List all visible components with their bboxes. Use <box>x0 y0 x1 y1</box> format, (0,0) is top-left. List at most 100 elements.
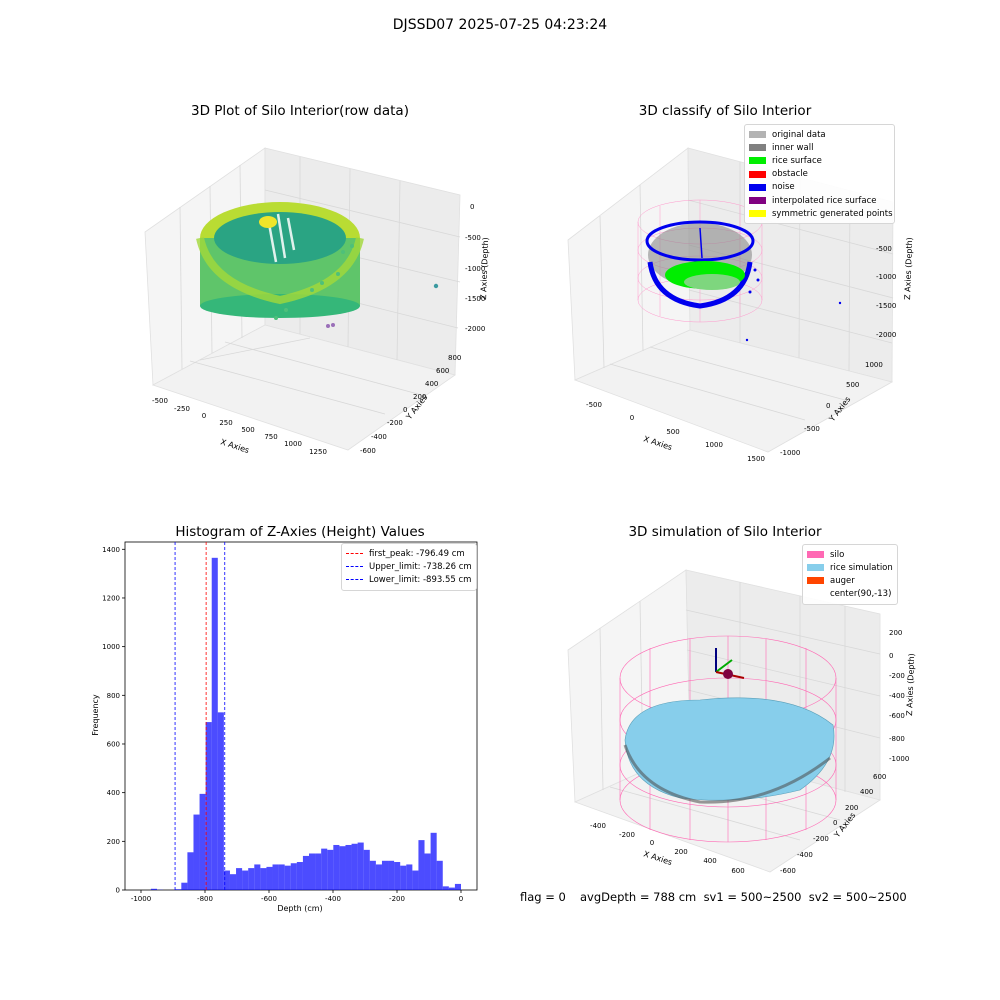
histogram-bar <box>369 860 376 890</box>
y-tick-label: 200 <box>107 838 120 846</box>
histogram-y-label: Frequency <box>91 694 100 736</box>
svg-text:1000: 1000 <box>284 440 302 448</box>
histogram-bar <box>430 832 437 890</box>
histogram-bar <box>375 864 382 890</box>
svg-text:-200: -200 <box>387 419 403 427</box>
histogram-bar <box>193 814 200 890</box>
simulation-z-label: Z Axies (Depth) <box>905 653 916 716</box>
histogram-frame <box>124 541 478 891</box>
svg-text:1250: 1250 <box>309 448 327 456</box>
legend-item: original data <box>749 128 889 141</box>
legend-swatch <box>749 170 766 178</box>
legend-item: rice surface <box>749 154 889 167</box>
classify-x-label: X Axies <box>642 434 673 452</box>
histogram-bar <box>248 868 255 890</box>
svg-text:-1000: -1000 <box>465 265 485 273</box>
svg-text:0: 0 <box>826 402 830 410</box>
svg-text:400: 400 <box>703 857 716 865</box>
rice-simulation-surface <box>623 697 835 804</box>
svg-text:500: 500 <box>666 428 679 436</box>
classify-x-ticks: -500 0 500 1000 1500 <box>586 401 765 463</box>
svg-text:0: 0 <box>403 406 407 414</box>
legend-item: interpolated rice surface <box>749 194 889 207</box>
legend-item: inner wall <box>749 141 889 154</box>
legend-line <box>346 579 363 581</box>
legend-item: auger <box>807 574 892 587</box>
histogram-bar <box>333 844 340 890</box>
histogram-bars <box>150 557 461 890</box>
histogram-title: Histogram of Z-Axies (Height) Values <box>175 524 425 540</box>
svg-text:0: 0 <box>202 412 206 420</box>
histogram-vlines <box>174 542 226 890</box>
svg-text:1500: 1500 <box>747 455 765 463</box>
x-tick-label: -400 <box>325 895 341 903</box>
svg-text:800: 800 <box>448 354 461 362</box>
svg-text:-200: -200 <box>619 831 635 839</box>
raw-z-ticks: 0 -500 -1000 -1500 -2000 <box>465 203 485 333</box>
svg-text:0: 0 <box>630 414 634 422</box>
legend-swatch <box>807 591 824 598</box>
svg-text:0: 0 <box>650 839 654 847</box>
legend-item: noise <box>749 181 889 194</box>
svg-text:-400: -400 <box>371 433 387 441</box>
y-tick-label: 1200 <box>102 594 120 602</box>
legend-swatch <box>807 564 824 572</box>
svg-text:500: 500 <box>241 426 254 434</box>
legend-item: first_peak: -796.49 cm <box>346 547 471 560</box>
svg-text:400: 400 <box>425 380 438 388</box>
legend-item: obstacle <box>749 168 889 181</box>
histogram-y-ticks: 0 200 400 600 800 1000 1200 1400 <box>102 546 125 895</box>
svg-text:-500: -500 <box>152 397 168 405</box>
legend-swatch <box>749 183 766 191</box>
svg-text:0: 0 <box>470 203 474 211</box>
raw-x-ticks: -500 -250 0 250 500 750 1000 1250 <box>152 397 327 456</box>
histogram-bar <box>321 848 328 890</box>
histogram-bar <box>150 888 157 890</box>
raw-3d-plot: -500 -250 0 250 500 750 1000 1250 X Axie… <box>144 147 490 456</box>
svg-text:600: 600 <box>731 867 744 875</box>
histogram-bar <box>406 864 413 890</box>
x-tick-label: -1000 <box>131 895 151 903</box>
legend-item: Lower_limit: -893.55 cm <box>346 573 471 586</box>
svg-text:-800: -800 <box>889 735 905 743</box>
legend-swatch <box>749 144 766 152</box>
histogram-bar <box>412 870 419 890</box>
classify-point-cloud <box>637 199 842 342</box>
svg-text:200: 200 <box>889 629 902 637</box>
histogram-bar <box>418 840 425 890</box>
histogram-bar <box>436 860 443 890</box>
y-tick-label: 800 <box>107 692 120 700</box>
histogram-bar <box>302 855 309 890</box>
raw-z-label: Z Axies (Depth) <box>479 237 490 300</box>
histogram-bar <box>339 846 346 890</box>
svg-text:-1500: -1500 <box>876 302 896 310</box>
histogram-bar <box>290 863 297 890</box>
classify-y-ticks: 1000 500 0 -500 -1000 <box>780 361 883 457</box>
histogram-chart: -1000 -800 -600 -400 -200 0 0 200 400 600 800 1000… <box>91 541 478 913</box>
simulation-y-ticks: 600 400 200 0 -200 -400 -600 <box>780 773 886 875</box>
classify-z-label: Z Axies (Depth) <box>903 237 914 300</box>
svg-text:-200: -200 <box>889 672 905 680</box>
svg-text:-600: -600 <box>889 712 905 720</box>
svg-text:-200: -200 <box>813 835 829 843</box>
legend-swatch <box>749 157 766 165</box>
histogram-bar <box>181 882 188 890</box>
histogram-bar <box>211 557 218 890</box>
histogram-bar <box>448 887 455 890</box>
simulation-x-ticks: -400 -200 0 200 400 600 <box>590 822 745 875</box>
histogram-bar <box>442 886 449 890</box>
legend-item: Upper_limit: -738.26 cm <box>346 560 472 573</box>
svg-text:200: 200 <box>674 848 687 856</box>
histogram-bar <box>388 860 395 890</box>
svg-text:-400: -400 <box>590 822 606 830</box>
x-tick-label: -200 <box>389 895 405 903</box>
histogram-x-label: Depth (cm) <box>277 904 322 913</box>
svg-text:-1000: -1000 <box>889 755 909 763</box>
raw-x-label: X Axies <box>219 437 250 455</box>
svg-text:-2000: -2000 <box>465 325 485 333</box>
legend-line <box>346 566 363 568</box>
legend-item: rice simulation <box>807 561 893 574</box>
svg-text:500: 500 <box>846 381 859 389</box>
histogram-bar <box>260 868 267 890</box>
footer-stats: avgDepth = 788 cm sv1 = 500~2500 sv2 = 5… <box>580 890 907 904</box>
